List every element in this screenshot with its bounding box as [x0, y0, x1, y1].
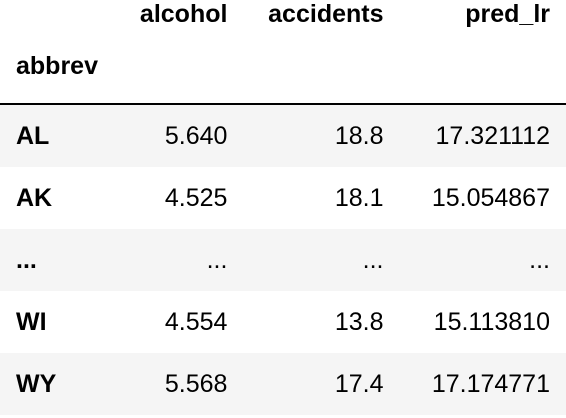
table-body: AL 5.640 18.8 17.321112 AK 4.525 18.1 15… [0, 104, 566, 415]
row-index: AK [16, 183, 53, 212]
table-row: AK 4.525 18.1 15.054867 [0, 167, 566, 229]
cell-accidents: 17.4 [243, 353, 400, 415]
table-row: WY 5.568 17.4 17.174771 [0, 353, 566, 415]
column-header-pred-lr: pred_lr [465, 0, 550, 28]
header-corner [0, 0, 119, 29]
cell-accidents: 18.1 [334, 183, 384, 212]
table-header: alcohol accidents pred_lr abbrev [0, 0, 566, 104]
index-name-spacer [400, 29, 566, 104]
column-header-accidents: accidents [268, 0, 384, 28]
cell-alcohol: 4.525 [164, 183, 228, 212]
column-header-row: alcohol accidents pred_lr [0, 0, 566, 29]
cell-pred-lr: ... [399, 229, 566, 291]
cell-alcohol: 4.554 [164, 307, 228, 336]
cell-pred-lr: 17.321112 [399, 104, 566, 167]
column-header-alcohol: alcohol [139, 0, 228, 28]
cell-alcohol: ... [118, 229, 244, 291]
index-name-row: abbrev [0, 29, 566, 104]
row-index: ... [0, 229, 119, 291]
cell-accidents: ... [243, 229, 400, 291]
cell-accidents: 13.8 [334, 307, 384, 336]
cell-pred-lr: 15.113810 [433, 307, 550, 336]
cell-pred-lr: 15.054867 [431, 183, 550, 212]
table-row: AL 5.640 18.8 17.321112 [0, 104, 566, 167]
row-index: WI [16, 307, 47, 336]
cell-accidents: 18.8 [243, 104, 400, 167]
row-index: WY [0, 353, 119, 415]
cell-pred-lr: 17.174771 [399, 353, 566, 415]
index-name-label: abbrev [16, 51, 98, 80]
table-row-ellipsis: ... ... ... ... [0, 229, 566, 291]
row-index: AL [0, 104, 119, 167]
cell-alcohol: 5.568 [118, 353, 244, 415]
index-name-spacer [243, 29, 399, 104]
index-name-spacer [119, 29, 244, 104]
cell-alcohol: 5.640 [118, 104, 244, 167]
table-row: WI 4.554 13.8 15.113810 [0, 291, 566, 353]
